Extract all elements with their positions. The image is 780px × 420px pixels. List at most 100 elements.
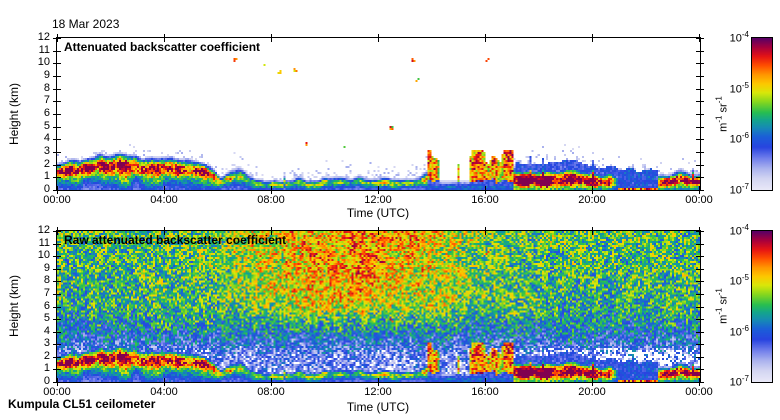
tick-mark (53, 51, 61, 52)
y-tick-label: 12 (37, 31, 50, 43)
tick-mark (696, 244, 704, 245)
x-tick-label: 00:00 (685, 194, 713, 206)
y-tick-label: 12 (37, 224, 50, 236)
tick-mark (696, 152, 704, 153)
x-tick-label: 20:00 (578, 194, 606, 206)
colorbar-unit-label-bottom: m-1 sr-1 (714, 288, 730, 324)
tick-mark (485, 378, 486, 386)
tick-mark (696, 101, 704, 102)
x-tick-label: 16:00 (471, 194, 499, 206)
x-tick-label: 04:00 (150, 386, 178, 398)
tick-mark (53, 332, 61, 333)
x-tick-label: 08:00 (257, 194, 285, 206)
y-tick-label: 1 (43, 170, 50, 183)
colorbar-tick-label: 10-7 (729, 182, 749, 197)
colorbar-tick-label: 10-4 (729, 30, 749, 45)
y-tick-label: 4 (43, 132, 50, 145)
colorbar-tick-label: 10-5 (729, 273, 749, 288)
tick-mark (696, 256, 704, 257)
tick-mark (53, 127, 61, 128)
tick-mark (53, 281, 61, 282)
tick-mark (53, 139, 61, 140)
y-tick-label: 3 (43, 337, 50, 350)
tick-mark (271, 186, 272, 194)
y-tick-label: 5 (43, 312, 50, 325)
tick-mark (53, 307, 61, 308)
tick-mark (696, 319, 704, 320)
colorbar-tick-label: 10-4 (729, 223, 749, 238)
tick-mark (53, 101, 61, 102)
y-tick-label: 1 (43, 362, 50, 375)
x-tick-label: 12:00 (364, 386, 392, 398)
tick-mark (53, 114, 61, 115)
tick-mark (271, 378, 272, 386)
y-tick-label: 6 (43, 107, 50, 119)
y-tick-label: 0 (43, 375, 50, 387)
tick-mark (696, 165, 704, 166)
tick-mark (485, 227, 486, 235)
colorbar-tick-label: 10-6 (729, 131, 749, 146)
tick-mark (164, 378, 165, 386)
y-tick-label: 9 (43, 261, 50, 274)
tick-mark (696, 139, 704, 140)
tick-mark (696, 369, 704, 370)
tick-mark (699, 227, 700, 235)
tick-mark (485, 34, 486, 42)
tick-mark (592, 186, 593, 194)
y-tick-label: 6 (43, 299, 50, 312)
x-tick-label: 08:00 (257, 386, 285, 398)
tick-mark (592, 34, 593, 42)
tick-mark (53, 76, 61, 77)
footer-instrument-label: Kumpula CL51 ceilometer (8, 397, 156, 411)
tick-mark (271, 34, 272, 42)
colorbar-tick-label: 10-7 (729, 374, 749, 389)
y-tick-label: 9 (43, 69, 50, 81)
x-tick-label: 00:00 (685, 386, 713, 398)
colorbar-frame-top (751, 37, 773, 191)
tick-mark (696, 38, 704, 39)
tick-mark (378, 34, 379, 42)
tick-mark (699, 378, 700, 386)
x-tick-label: 20:00 (578, 386, 606, 398)
y-tick-label: 10 (37, 249, 50, 262)
attenuated-backscatter-heatmap-canvas (57, 38, 700, 190)
y-tick-label: 5 (43, 119, 50, 132)
colorbar-unit-label-top: m-1 sr-1 (714, 96, 730, 132)
colorbar-gradient-top (752, 38, 772, 190)
y-tick-label: 4 (43, 324, 50, 337)
colorbar-gradient-bottom (752, 231, 772, 382)
x-tick-label: 12:00 (364, 194, 392, 206)
tick-mark (53, 369, 61, 370)
tick-mark (53, 357, 61, 358)
tick-mark (696, 332, 704, 333)
tick-mark (699, 186, 700, 194)
tick-mark (696, 231, 704, 232)
plot-frame-attenuated: Attenuated backscatter coefficient (56, 37, 701, 191)
tick-mark (696, 76, 704, 77)
tick-mark (53, 294, 61, 295)
y-tick-label: 8 (43, 81, 50, 94)
panel-title-attenuated: Attenuated backscatter coefficient (64, 40, 261, 54)
y-tick-label: 8 (43, 274, 50, 287)
tick-mark (696, 190, 704, 191)
tick-mark (53, 63, 61, 64)
tick-mark (164, 186, 165, 194)
panel-title-raw: Raw attenuated backscatter coefficient (64, 233, 287, 247)
tick-mark (53, 177, 61, 178)
tick-mark (696, 63, 704, 64)
colorbar-tick-label: 10-5 (729, 80, 749, 96)
x-tick-label: 00:00 (43, 194, 71, 206)
x-tick-label: 16:00 (471, 386, 499, 398)
colorbar-tick-label: 10-6 (729, 323, 749, 339)
tick-mark (696, 114, 704, 115)
tick-mark (53, 244, 61, 245)
tick-mark (696, 307, 704, 308)
tick-mark (592, 378, 593, 386)
y-tick-label: 11 (38, 43, 50, 56)
y-tick-label: 0 (43, 183, 50, 195)
y-tick-label: 10 (37, 56, 50, 69)
y-tick-label: 3 (43, 145, 50, 157)
x-tick-label: 04:00 (150, 194, 178, 206)
tick-mark (53, 319, 61, 320)
